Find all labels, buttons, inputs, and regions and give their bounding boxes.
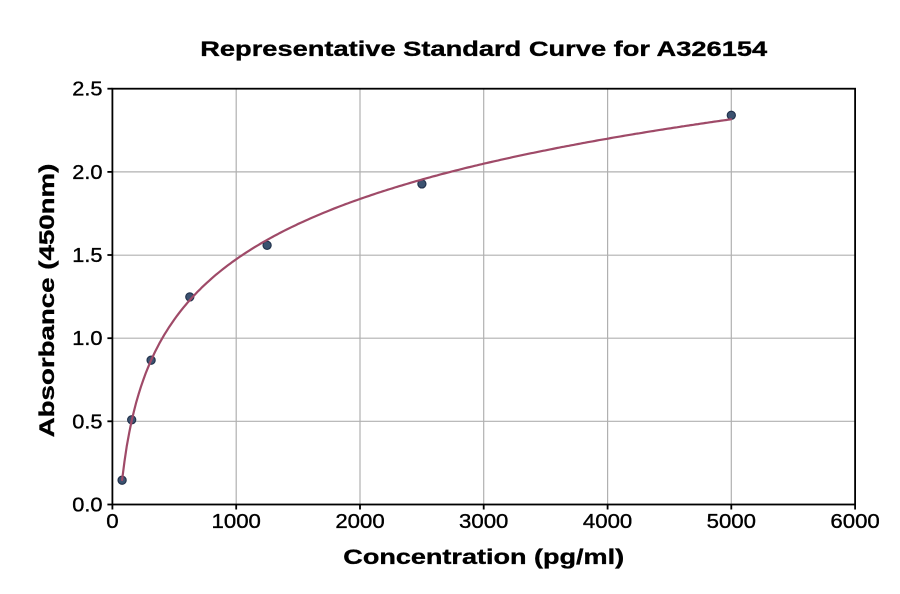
svg-text:2000: 2000 — [335, 511, 384, 533]
svg-text:2.0: 2.0 — [72, 162, 102, 184]
svg-text:0.5: 0.5 — [72, 411, 102, 433]
svg-text:0: 0 — [106, 511, 118, 533]
svg-text:1.0: 1.0 — [72, 328, 102, 350]
svg-text:0.0: 0.0 — [72, 494, 102, 516]
svg-text:3000: 3000 — [459, 511, 508, 533]
svg-text:6000: 6000 — [830, 511, 879, 533]
svg-text:4000: 4000 — [583, 511, 632, 533]
svg-text:Absorbance (450nm): Absorbance (450nm) — [36, 164, 59, 438]
svg-text:2.5: 2.5 — [72, 78, 102, 100]
svg-text:Representative Standard Curve: Representative Standard Curve for A32615… — [200, 38, 767, 62]
svg-text:1.5: 1.5 — [72, 245, 102, 267]
svg-text:Concentration (pg/ml): Concentration (pg/ml) — [343, 546, 624, 570]
svg-text:5000: 5000 — [707, 511, 756, 533]
svg-text:1000: 1000 — [212, 511, 261, 533]
